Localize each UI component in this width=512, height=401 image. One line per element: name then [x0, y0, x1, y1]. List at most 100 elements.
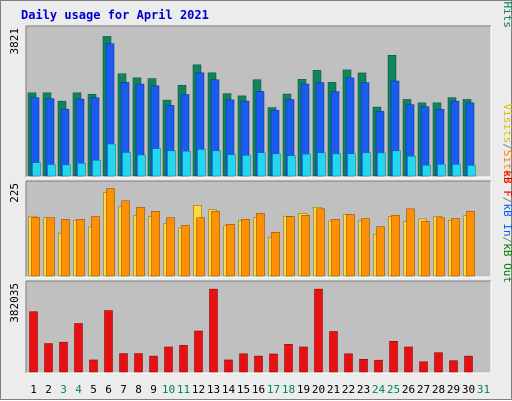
bar-kbytes-day-28: [434, 352, 443, 373]
bar-sites-day-14: [226, 223, 235, 277]
bar-sites-day-16: [256, 213, 265, 277]
day-label-10: 10: [162, 383, 175, 396]
bar-pages-day-10: [167, 150, 176, 177]
bar-sites-day-26: [406, 208, 415, 277]
bar-sites-day-11: [181, 225, 190, 277]
bar-sites-day-1: [31, 217, 40, 277]
bar-pages-day-14: [227, 154, 236, 177]
bar-kbytes-day-24: [374, 359, 383, 373]
day-label-27: 27: [417, 383, 430, 396]
bar-sites-day-7: [121, 200, 130, 277]
day-label-5: 5: [90, 383, 97, 396]
day-label-12: 12: [192, 383, 205, 396]
bar-pages-day-29: [452, 164, 461, 177]
legend-entry-visits-2: Sites: [501, 150, 512, 183]
bar-pages-day-20: [317, 152, 326, 177]
panel-kbytes-legend: kB F/kB In/kB Out: [501, 170, 512, 283]
bar-sites-day-20: [316, 208, 325, 277]
bar-pages-day-18: [287, 155, 296, 177]
legend-entry-kbytes-3: /: [501, 237, 512, 244]
day-label-7: 7: [120, 383, 127, 396]
bar-kbytes-day-11: [179, 345, 188, 373]
day-label-30: 30: [462, 383, 475, 396]
bar-files-day-30: [465, 102, 475, 177]
bar-pages-day-24: [377, 152, 386, 177]
bar-kbytes-day-5: [89, 359, 98, 373]
bar-kbytes-day-6: [104, 310, 113, 373]
day-label-20: 20: [312, 383, 325, 396]
bar-pages-day-1: [32, 162, 41, 177]
bar-sites-day-28: [436, 217, 445, 277]
bar-pages-day-26: [407, 155, 416, 177]
day-label-13: 13: [207, 383, 220, 396]
legend-entry-kbytes-2: kB In: [501, 204, 512, 237]
legend-entry-visits-0: Visits: [501, 104, 512, 144]
bar-kbytes-day-25: [389, 341, 398, 373]
bar-pages-day-9: [152, 148, 161, 177]
bar-pages-day-2: [47, 164, 56, 177]
bar-sites-day-13: [211, 211, 220, 277]
bar-kbytes-day-2: [44, 343, 53, 373]
bar-sites-day-17: [271, 232, 280, 277]
bar-sites-day-19: [301, 215, 310, 277]
bar-pages-day-4: [77, 163, 86, 177]
day-label-9: 9: [150, 383, 157, 396]
bar-sites-day-3: [61, 219, 70, 277]
bar-sites-day-15: [241, 219, 250, 277]
legend-entry-traffic-4: Hits: [501, 2, 512, 29]
bar-kbytes-day-13: [209, 288, 218, 373]
day-label-11: 11: [177, 383, 190, 396]
day-label-25: 25: [387, 383, 400, 396]
bar-kbytes-day-15: [239, 353, 248, 373]
day-label-16: 16: [252, 383, 265, 396]
bar-pages-day-11: [182, 150, 191, 177]
bar-kbytes-day-20: [314, 288, 323, 373]
bar-pages-day-28: [437, 164, 446, 177]
legend-entry-kbytes-0: kB F: [501, 170, 512, 197]
panel-visits-max-label: 225: [8, 183, 21, 203]
day-label-31: 31: [477, 383, 490, 396]
bar-kbytes-day-8: [134, 353, 143, 373]
bar-sites-day-10: [166, 217, 175, 277]
day-label-26: 26: [402, 383, 415, 396]
bar-pages-day-25: [392, 150, 401, 177]
bar-pages-day-23: [362, 152, 371, 177]
bar-sites-day-25: [391, 215, 400, 277]
bar-kbytes-day-17: [269, 353, 278, 373]
bar-kbytes-day-30: [464, 355, 473, 373]
bar-pages-day-6: [107, 143, 116, 177]
day-label-15: 15: [237, 383, 250, 396]
panel-traffic-legend: Pages/Files/Hits: [501, 1, 512, 28]
day-label-14: 14: [222, 383, 236, 396]
bar-sites-day-8: [136, 206, 145, 277]
bar-kbytes-day-16: [254, 355, 263, 373]
bar-pages-day-30: [467, 165, 476, 177]
bar-sites-day-27: [421, 221, 430, 277]
bar-sites-day-29: [451, 218, 460, 277]
day-label-6: 6: [105, 383, 112, 396]
bar-pages-day-19: [302, 153, 311, 177]
bar-pages-day-3: [62, 164, 71, 177]
bar-kbytes-day-22: [344, 353, 353, 373]
bar-pages-day-5: [92, 160, 101, 177]
bar-kbytes-day-7: [119, 353, 128, 373]
bar-pages-day-15: [242, 155, 251, 177]
bar-kbytes-day-21: [329, 331, 338, 373]
day-label-22: 22: [342, 383, 355, 396]
legend-entry-kbytes-4: kB Out: [501, 243, 512, 283]
bar-sites-day-22: [346, 214, 355, 277]
panel-kbytes-max-label: 382035: [8, 283, 21, 323]
day-label-29: 29: [447, 383, 460, 396]
bar-sites-day-24: [376, 226, 385, 277]
day-label-23: 23: [357, 383, 370, 396]
bar-kbytes-day-9: [149, 355, 158, 373]
day-label-28: 28: [432, 383, 445, 396]
bar-sites-day-2: [46, 217, 55, 277]
legend-entry-traffic-3: /: [501, 1, 512, 2]
day-label-21: 21: [327, 383, 340, 396]
legend-entry-kbytes-1: /: [501, 197, 512, 204]
bar-kbytes-day-23: [359, 358, 368, 373]
bar-pages-day-8: [137, 154, 146, 177]
